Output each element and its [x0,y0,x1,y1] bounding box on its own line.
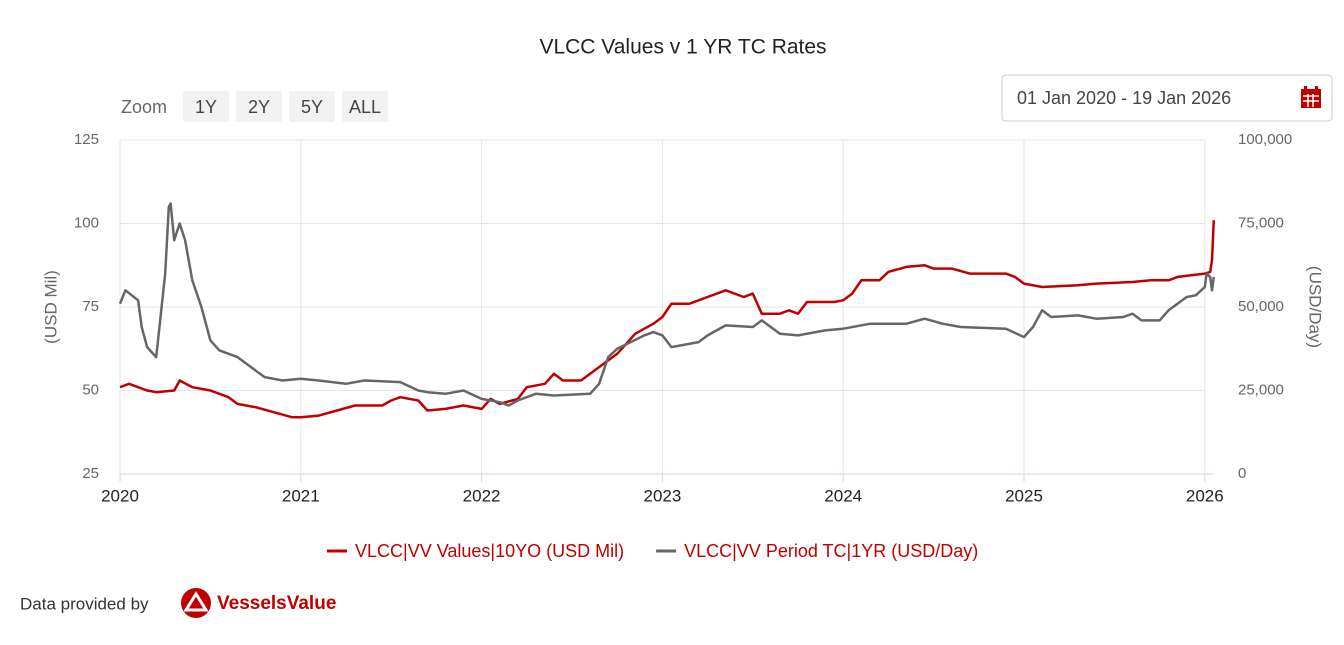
date-range-box[interactable] [1001,74,1333,122]
x-tick-label: 2024 [824,486,862,505]
legend-item[interactable]: VLCC|VV Period TC|1YR (USD/Day) [656,541,978,561]
x-tick-label: 2025 [1005,486,1043,505]
y-tick-label: 25 [82,465,99,482]
y-tick-label: 125 [74,131,99,148]
credit: Data provided by [20,594,149,613]
brand-logo: VesselsValue [181,588,336,618]
zoom-button-label[interactable]: 1Y [195,97,217,117]
y2-axis-title: (USD/Day) [1306,266,1325,348]
y-tick-label: 75 [82,298,99,315]
y2-tick-label: 50,000 [1238,298,1284,315]
y-tick-label: 50 [82,381,99,398]
zoom-button[interactable] [342,91,388,122]
x-tick-label: 2026 [1186,486,1224,505]
chart-title: VLCC Values v 1 YR TC Rates [539,36,826,59]
y2-tick-label: 100,000 [1238,131,1292,148]
brand-name: VesselsValue [217,593,336,614]
zoom-button[interactable] [289,91,335,122]
calendar-icon[interactable] [1301,86,1321,108]
zoom-button[interactable] [183,91,229,122]
x-tick-label: 2022 [463,486,501,505]
y-tick-label: 100 [74,214,99,231]
date-range[interactable]: 01 Jan 2020 - 19 Jan 2026 [1001,74,1333,122]
zoom-button-label[interactable]: 2Y [248,97,270,117]
legend-label[interactable]: VLCC|VV Period TC|1YR (USD/Day) [684,541,978,561]
date-range-text[interactable]: 01 Jan 2020 - 19 Jan 2026 [1017,88,1231,108]
zoom-button-label[interactable]: ALL [349,97,381,117]
legend-item[interactable]: VLCC|VV Values|10YO (USD Mil) [327,541,624,561]
zoom-button[interactable] [236,91,282,122]
y-axis-title: (USD Mil) [41,270,60,344]
zoom-button-label[interactable]: 5Y [301,97,323,117]
y2-tick-label: 75,000 [1238,214,1284,231]
zoom-label: Zoom [121,97,167,117]
series-line [119,220,1216,419]
x-tick-label: 2023 [643,486,681,505]
x-tick-label: 2020 [101,486,139,505]
series-line [118,202,1216,407]
legend-label[interactable]: VLCC|VV Values|10YO (USD Mil) [355,541,624,561]
y2-tick-label: 25,000 [1238,381,1284,398]
y2-tick-label: 0 [1238,465,1246,482]
x-tick-label: 2021 [282,486,320,505]
